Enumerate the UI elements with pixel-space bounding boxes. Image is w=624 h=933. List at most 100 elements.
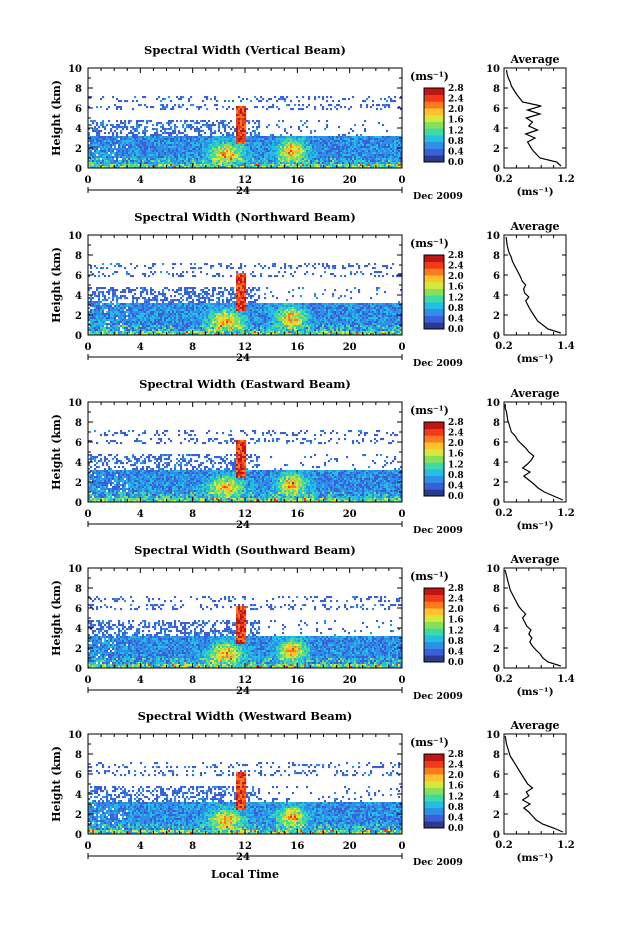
heatmap-cell bbox=[174, 104, 176, 106]
heatmap-cell bbox=[188, 158, 190, 160]
heatmap-cell bbox=[202, 158, 204, 160]
heatmap-cell bbox=[106, 305, 108, 307]
heatmap-cell bbox=[206, 287, 208, 289]
heatmap-cell bbox=[378, 156, 380, 158]
heatmap-cell bbox=[178, 289, 180, 291]
heatmap-cell bbox=[280, 154, 282, 156]
heatmap-cell bbox=[398, 150, 400, 152]
heatmap-cell bbox=[342, 150, 344, 152]
heatmap-cell bbox=[264, 148, 266, 150]
heatmap-cell bbox=[148, 144, 150, 146]
heatmap-cell bbox=[202, 146, 204, 148]
heatmap-cell bbox=[130, 164, 132, 166]
heatmap-cell bbox=[222, 164, 224, 166]
heatmap-cell bbox=[228, 122, 230, 124]
heatmap-cell bbox=[190, 160, 192, 162]
heatmap-cell bbox=[234, 144, 236, 146]
heatmap-cell bbox=[206, 315, 208, 317]
heatmap-cell bbox=[188, 98, 190, 100]
heatmap-cell bbox=[180, 132, 182, 134]
heatmap-cell bbox=[154, 152, 156, 154]
heatmap-cell bbox=[178, 146, 180, 148]
heatmap-cell bbox=[250, 138, 252, 140]
heatmap-cell bbox=[118, 309, 120, 311]
heatmap-cell bbox=[152, 140, 154, 142]
heatmap-cell bbox=[208, 323, 210, 325]
heatmap-cell bbox=[190, 267, 192, 269]
heatmap-cell bbox=[156, 307, 158, 309]
heatmap-cell bbox=[228, 315, 230, 317]
heatmap-cell bbox=[238, 321, 240, 323]
heatmap-cell bbox=[114, 146, 116, 148]
heatmap-cell bbox=[208, 303, 210, 305]
heatmap-cell bbox=[128, 307, 130, 309]
heatmap-cell bbox=[128, 122, 130, 124]
heatmap-cell bbox=[108, 323, 110, 325]
heatmap-cell bbox=[222, 160, 224, 162]
heatmap-cell bbox=[218, 305, 220, 307]
heatmap-cell bbox=[216, 138, 218, 140]
heatmap-cell bbox=[114, 321, 116, 323]
heatmap-cell bbox=[314, 162, 316, 164]
heatmap-cell bbox=[108, 307, 110, 309]
heatmap-cell bbox=[330, 142, 332, 144]
heatmap-cell bbox=[220, 305, 222, 307]
heatmap-cell bbox=[116, 295, 118, 297]
heatmap-cell bbox=[102, 311, 104, 313]
heatmap-cell bbox=[104, 327, 106, 329]
heatmap-cell bbox=[322, 142, 324, 144]
heatmap-cell bbox=[234, 331, 236, 333]
heatmap-cell bbox=[124, 307, 126, 309]
heatmap-cell bbox=[188, 154, 190, 156]
heatmap-cell bbox=[226, 305, 228, 307]
heatmap-cell bbox=[154, 315, 156, 317]
heatmap-cell bbox=[260, 140, 262, 142]
heatmap-cell bbox=[154, 271, 156, 273]
heatmap-cell bbox=[340, 142, 342, 144]
heatmap-cell bbox=[100, 162, 102, 164]
heatmap-cell bbox=[178, 299, 180, 301]
heatmap-cell bbox=[252, 156, 254, 158]
heatmap-cell bbox=[186, 126, 188, 128]
heatmap-cell bbox=[150, 164, 152, 166]
heatmap-cell bbox=[174, 295, 176, 297]
heatmap-cell bbox=[94, 146, 96, 148]
heatmap-cell bbox=[214, 130, 216, 132]
heatmap-cell bbox=[164, 162, 166, 164]
heatmap-cell bbox=[92, 305, 94, 307]
heatmap-cell bbox=[118, 126, 120, 128]
heatmap-cell bbox=[368, 162, 370, 164]
heatmap-cell bbox=[382, 148, 384, 150]
heatmap-cell bbox=[148, 331, 150, 333]
heatmap-cell bbox=[300, 138, 302, 140]
heatmap-cell bbox=[202, 124, 204, 126]
heatmap-cell bbox=[318, 146, 320, 148]
heatmap-cell bbox=[118, 150, 120, 152]
heatmap-cell bbox=[358, 150, 360, 152]
heatmap-cell bbox=[204, 104, 206, 106]
heatmap-cell bbox=[198, 297, 200, 299]
heatmap-cell bbox=[104, 287, 106, 289]
heatmap-cell bbox=[182, 311, 184, 313]
heatmap-cell bbox=[208, 162, 210, 164]
heatmap-cell bbox=[180, 289, 182, 291]
heatmap-cell bbox=[262, 142, 264, 144]
heatmap-cell bbox=[152, 329, 154, 331]
heatmap-cell bbox=[112, 313, 114, 315]
heatmap-cell bbox=[248, 120, 250, 122]
heatmap-cell bbox=[294, 140, 296, 142]
heatmap-cell bbox=[242, 128, 244, 130]
heatmap-cell bbox=[210, 142, 212, 144]
heatmap-cell bbox=[200, 126, 202, 128]
heatmap-cell bbox=[132, 311, 134, 313]
heatmap-cell bbox=[166, 319, 168, 321]
heatmap-cell bbox=[94, 156, 96, 158]
heatmap-cell bbox=[190, 291, 192, 293]
heatmap-cell bbox=[112, 142, 114, 144]
heatmap-cell bbox=[118, 152, 120, 154]
heatmap-cell bbox=[222, 317, 224, 319]
heatmap-cell bbox=[196, 323, 198, 325]
heatmap-cell bbox=[372, 104, 374, 106]
heatmap-cell bbox=[172, 309, 174, 311]
heatmap-cell bbox=[162, 329, 164, 331]
